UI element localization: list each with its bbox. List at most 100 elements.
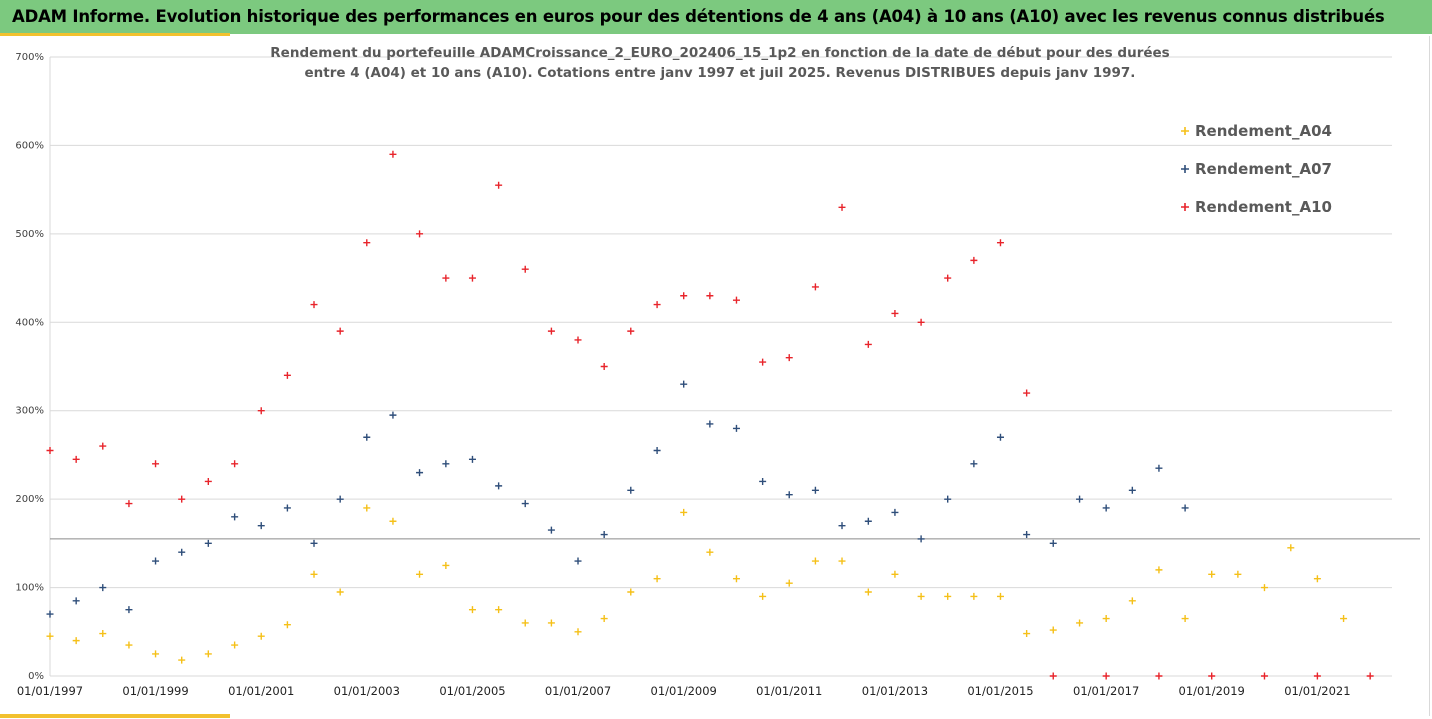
data-point: [72, 597, 80, 605]
data-point: [72, 455, 80, 463]
data-point: [1208, 672, 1216, 680]
chart-frame: [0, 36, 1430, 716]
data-point: [468, 455, 476, 463]
data-point: [178, 656, 186, 664]
accent-bar-top: [0, 33, 230, 36]
data-point: [1155, 464, 1163, 472]
data-point: [547, 619, 555, 627]
legend-label: Rendement_A10: [1195, 198, 1332, 216]
data-point: [1023, 389, 1031, 397]
legend-marker: [1181, 165, 1189, 173]
data-point: [653, 301, 661, 309]
data-point: [152, 650, 160, 658]
data-point: [521, 265, 529, 273]
data-point: [99, 630, 107, 638]
data-point: [442, 561, 450, 569]
data-point: [759, 477, 767, 485]
data-point: [785, 579, 793, 587]
data-point: [99, 442, 107, 450]
data-point: [574, 557, 582, 565]
data-point: [1076, 619, 1084, 627]
data-point: [1181, 504, 1189, 512]
data-point: [310, 539, 318, 547]
data-point: [495, 606, 503, 614]
x-tick-label: 01/01/2019: [1179, 684, 1245, 698]
data-point: [416, 469, 424, 477]
data-point: [1128, 486, 1136, 494]
series-Rendement_A10: [46, 150, 1374, 680]
x-tick-label: 01/01/2017: [1073, 684, 1139, 698]
data-point: [574, 628, 582, 636]
data-point: [627, 588, 635, 596]
data-point: [732, 296, 740, 304]
data-point: [1023, 630, 1031, 638]
x-axis-ticks: 01/01/1997 01/01/1999 01/01/2001 01/01/2003…: [17, 684, 1351, 698]
data-point: [627, 486, 635, 494]
data-point: [811, 486, 819, 494]
legend-label: Rendement_A07: [1195, 160, 1332, 178]
y-axis-ticks: 0% 100% 200% 300% 400% 500% 600% 700%: [15, 52, 44, 682]
data-point: [46, 447, 54, 455]
data-point: [1287, 544, 1295, 552]
data-point: [1023, 531, 1031, 539]
data-point: [547, 327, 555, 335]
data-point: [363, 433, 371, 441]
data-point: [864, 517, 872, 525]
data-point: [1102, 615, 1110, 623]
data-point: [1102, 504, 1110, 512]
data-point: [917, 535, 925, 543]
data-point: [363, 504, 371, 512]
data-point: [283, 371, 291, 379]
x-tick-label: 01/01/1999: [122, 684, 188, 698]
data-point: [152, 460, 160, 468]
data-point: [442, 274, 450, 282]
chart-legend: Rendement_A04 Rendement_A07 Rendement_A10: [1181, 122, 1332, 216]
data-point: [178, 548, 186, 556]
data-point: [152, 557, 160, 565]
legend-label: Rendement_A04: [1195, 122, 1332, 140]
data-point: [1366, 672, 1374, 680]
data-point: [970, 460, 978, 468]
data-point: [838, 557, 846, 565]
data-point: [600, 615, 608, 623]
data-point: [231, 513, 239, 521]
data-point: [732, 575, 740, 583]
data-point: [336, 588, 344, 596]
data-point: [627, 327, 635, 335]
x-tick-label: 01/01/2001: [228, 684, 294, 698]
title-bar: ADAM Informe. Evolution historique des p…: [0, 0, 1432, 34]
data-point: [178, 495, 186, 503]
y-tick-label: 300%: [15, 406, 44, 417]
y-tick-label: 600%: [15, 140, 44, 151]
x-tick-label: 01/01/2005: [439, 684, 505, 698]
data-point: [204, 539, 212, 547]
data-point: [1181, 615, 1189, 623]
x-tick-label: 01/01/2011: [756, 684, 822, 698]
legend-marker: [1181, 127, 1189, 135]
data-point: [1313, 672, 1321, 680]
legend-marker: [1181, 203, 1189, 211]
data-points: [46, 150, 1374, 680]
accent-bar-bottom: [0, 714, 230, 718]
x-tick-label: 01/01/2015: [967, 684, 1033, 698]
data-point: [1049, 626, 1057, 634]
y-tick-label: 700%: [15, 52, 44, 63]
data-point: [283, 621, 291, 629]
data-point: [600, 363, 608, 370]
y-tick-label: 0%: [28, 671, 44, 682]
data-point: [732, 424, 740, 432]
data-point: [46, 610, 54, 618]
data-point: [706, 292, 714, 300]
data-point: [680, 508, 688, 516]
data-point: [1049, 539, 1057, 547]
data-point: [257, 632, 265, 640]
data-point: [996, 592, 1004, 600]
x-tick-label: 01/01/1997: [17, 684, 83, 698]
data-point: [785, 354, 793, 362]
data-point: [125, 606, 133, 614]
data-point: [944, 274, 952, 282]
x-tick-label: 01/01/2007: [545, 684, 611, 698]
data-point: [706, 548, 714, 556]
data-point: [680, 380, 688, 388]
series-Rendement_A07: [46, 380, 1189, 618]
